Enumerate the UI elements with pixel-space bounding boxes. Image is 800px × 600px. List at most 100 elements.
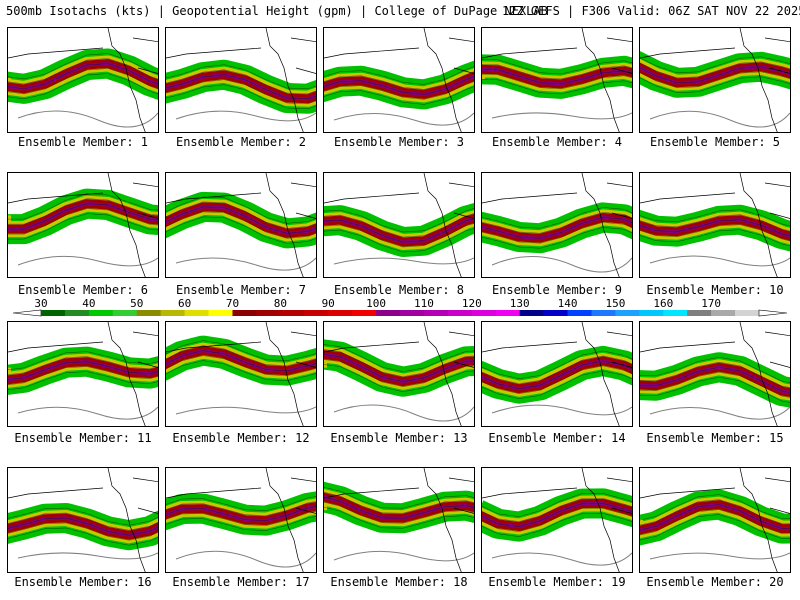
geopotential-contour [333,550,474,562]
ensemble-member-caption: Ensemble Member: 8 [333,283,465,297]
jet-stream-map [640,322,790,426]
jet-stream-map [166,468,316,572]
colorbar-segment [711,310,736,316]
ensemble-member-caption: Ensemble Member: 4 [491,135,623,149]
colorbar-segment [88,310,114,316]
ensemble-map-panel [323,467,475,573]
ensemble-member-caption: Ensemble Member: 11 [14,431,152,445]
coastline-boundaries [640,173,790,277]
ensemble-map-panel [481,172,633,278]
coastline-boundaries [640,322,790,426]
colorbar-segment [663,310,688,316]
height-contour-line [8,68,158,95]
colorbar-segment [328,310,353,316]
colorbar-tick-label: 170 [701,297,722,310]
height-contour-line [640,514,790,541]
colorbar-segment [495,310,520,316]
height-contour-line [8,366,158,386]
colorbar-segment [232,310,257,316]
product-title: 500mb Isotachs (kts) | Geopotential Heig… [6,4,548,18]
geopotential-contour [17,110,158,128]
height-contour-line [482,503,632,527]
height-contour-line [324,86,474,105]
ensemble-map-panel [323,321,475,427]
colorbar-segment [280,310,305,316]
ensemble-member-caption: Ensemble Member: 13 [330,431,468,445]
height-contour-line [324,506,474,529]
height-contour-line [640,219,790,237]
colorbar-tick-label: 60 [177,297,192,310]
colorbar-right-arrow [758,309,788,317]
height-contour-line [8,198,158,225]
height-contour-line [640,66,790,84]
ensemble-map-panel [639,321,791,427]
coastline-boundaries [482,173,632,277]
height-contour-line [166,350,316,371]
height-contour-line [8,527,158,546]
height-contour-line [8,193,158,220]
ensemble-member-caption: Ensemble Member: 14 [488,431,626,445]
colorbar-segment [687,310,712,316]
coastline-boundaries [324,173,474,277]
coastline-boundaries [166,468,316,572]
coastline-boundaries [166,173,316,277]
height-contour-line [8,203,158,230]
height-contour-line [482,365,632,394]
height-contour-line [482,370,632,399]
coastline-boundaries [324,28,474,132]
colorbar-tick-label: 120 [461,297,482,310]
height-contour-line [8,73,158,100]
jet-stream-map [640,28,790,132]
height-contour-line [640,376,790,403]
jet-stream-map [8,322,158,426]
isotach-colorbar [0,296,800,318]
jet-stream-map [8,468,158,572]
colorbar-segment [423,310,449,316]
height-contour-line [640,361,790,388]
ensemble-map-panel [481,27,633,133]
height-contour-line [640,504,790,531]
colorbar-tick-label: 150 [605,297,626,310]
coastline-boundaries [8,322,158,426]
height-contour-line [640,209,790,227]
height-contour-line [8,371,158,391]
height-contour-line [166,196,316,224]
colorbar-segment [615,310,640,316]
colorbar-tick-label: 140 [557,297,578,310]
height-contour-line [166,216,316,244]
height-contour-line [8,356,158,376]
ensemble-map-panel [323,172,475,278]
colorbar-segment [567,310,592,316]
colorbar-segment [184,310,209,316]
ensemble-map-panel [165,321,317,427]
ensemble-member-caption: Ensemble Member: 7 [175,283,307,297]
colorbar-segment [256,310,281,316]
jet-stream-map [324,173,474,277]
ensemble-member-caption: Ensemble Member: 20 [646,575,784,589]
ensemble-map-panel [639,467,791,573]
height-contour-line [324,208,474,233]
geopotential-contour [333,257,474,265]
height-contour-line [640,499,790,526]
height-contour-line [8,213,158,240]
geopotential-contour [333,404,474,422]
height-contour-line [324,76,474,95]
ensemble-map-panel [165,467,317,573]
height-contour-line [324,344,474,372]
height-contour-line [640,56,790,74]
ensemble-member-caption: Ensemble Member: 19 [488,575,626,589]
geopotential-contour [649,406,790,420]
height-contour-line [640,356,790,383]
ensemble-map-panel [7,467,159,573]
ensemble-map-panel [481,321,633,427]
height-contour-line [8,208,158,235]
height-contour-line [166,506,316,521]
colorbar-left-arrow [12,309,42,317]
title-bar: 500mb Isotachs (kts) | Geopotential Heig… [0,0,800,22]
coastline-boundaries [166,322,316,426]
ensemble-member-caption: Ensemble Member: 17 [172,575,310,589]
geopotential-contour [175,110,316,122]
height-contour-line [324,81,474,100]
height-contour-line [482,207,632,229]
height-contour-line [166,355,316,376]
